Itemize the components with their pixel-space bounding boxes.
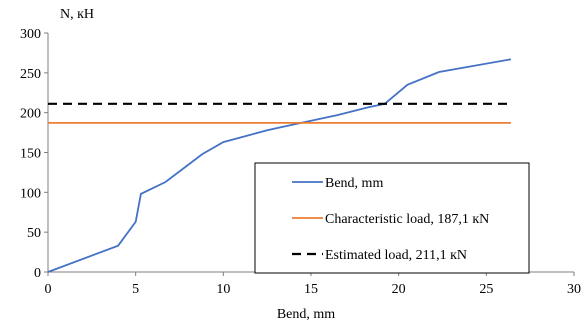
x-tick-label: 15 [304, 282, 318, 297]
y-axis-title: N, кН [60, 7, 94, 22]
y-tick-label: 300 [20, 27, 41, 42]
x-tick-label: 5 [132, 282, 139, 297]
x-tick-label: 0 [45, 282, 52, 297]
x-tick-label: 20 [392, 282, 406, 297]
y-tick-label: 0 [34, 266, 41, 281]
legend: Bend, mm Characteristic load, 187,1 кN Est… [254, 162, 530, 274]
legend-label-3: Estimated load, 211,1 кN [325, 248, 467, 263]
x-tick-label: 30 [567, 282, 581, 297]
y-tick-label: 250 [20, 67, 41, 82]
y-tick-label: 150 [20, 147, 41, 162]
legend-label-2: Characteristic load, 187,1 кN [325, 212, 489, 227]
y-tick-label: 100 [20, 186, 41, 201]
series-line-1 [47, 58, 512, 273]
y-tick-label: 50 [27, 226, 41, 241]
x-axis-title: Bend, mm [277, 307, 335, 322]
y-tick-label: 200 [20, 107, 41, 122]
x-tick-label: 10 [216, 282, 230, 297]
x-tick-label: 25 [479, 282, 493, 297]
plot-area: 0 50 100 150 200 250 300 0 5 10 15 20 25 30 [20, 27, 581, 297]
legend-label-1: Bend, mm [325, 176, 383, 191]
